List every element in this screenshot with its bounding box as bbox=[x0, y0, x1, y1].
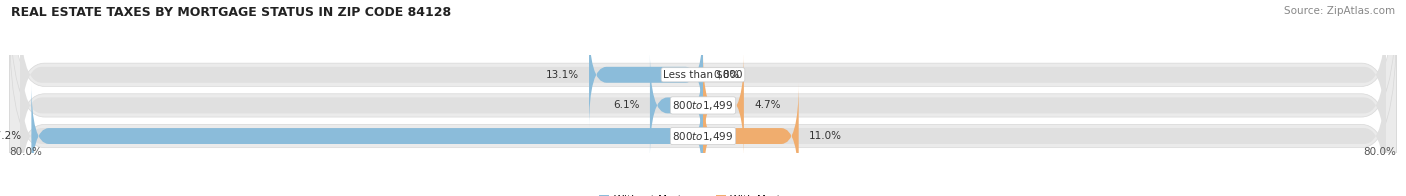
FancyBboxPatch shape bbox=[703, 83, 799, 189]
FancyBboxPatch shape bbox=[20, 6, 1386, 143]
Text: $800 to $1,499: $800 to $1,499 bbox=[672, 99, 734, 112]
Text: Source: ZipAtlas.com: Source: ZipAtlas.com bbox=[1284, 6, 1395, 16]
Text: REAL ESTATE TAXES BY MORTGAGE STATUS IN ZIP CODE 84128: REAL ESTATE TAXES BY MORTGAGE STATUS IN … bbox=[11, 6, 451, 19]
Text: 6.1%: 6.1% bbox=[613, 100, 640, 110]
FancyBboxPatch shape bbox=[10, 0, 1396, 196]
Text: 13.1%: 13.1% bbox=[546, 70, 579, 80]
FancyBboxPatch shape bbox=[650, 52, 703, 159]
FancyBboxPatch shape bbox=[10, 0, 1396, 186]
Text: 77.2%: 77.2% bbox=[0, 131, 21, 141]
FancyBboxPatch shape bbox=[589, 22, 703, 128]
Text: Less than $800: Less than $800 bbox=[664, 70, 742, 80]
FancyBboxPatch shape bbox=[703, 52, 744, 159]
FancyBboxPatch shape bbox=[31, 83, 703, 189]
Text: 11.0%: 11.0% bbox=[808, 131, 842, 141]
Text: $800 to $1,499: $800 to $1,499 bbox=[672, 130, 734, 142]
FancyBboxPatch shape bbox=[20, 67, 1386, 196]
Legend: Without Mortgage, With Mortgage: Without Mortgage, With Mortgage bbox=[599, 194, 807, 196]
FancyBboxPatch shape bbox=[10, 25, 1396, 196]
Text: 0.0%: 0.0% bbox=[713, 70, 740, 80]
FancyBboxPatch shape bbox=[20, 37, 1386, 174]
Text: 4.7%: 4.7% bbox=[755, 100, 780, 110]
Text: 80.0%: 80.0% bbox=[1364, 147, 1396, 157]
Text: 80.0%: 80.0% bbox=[10, 147, 42, 157]
